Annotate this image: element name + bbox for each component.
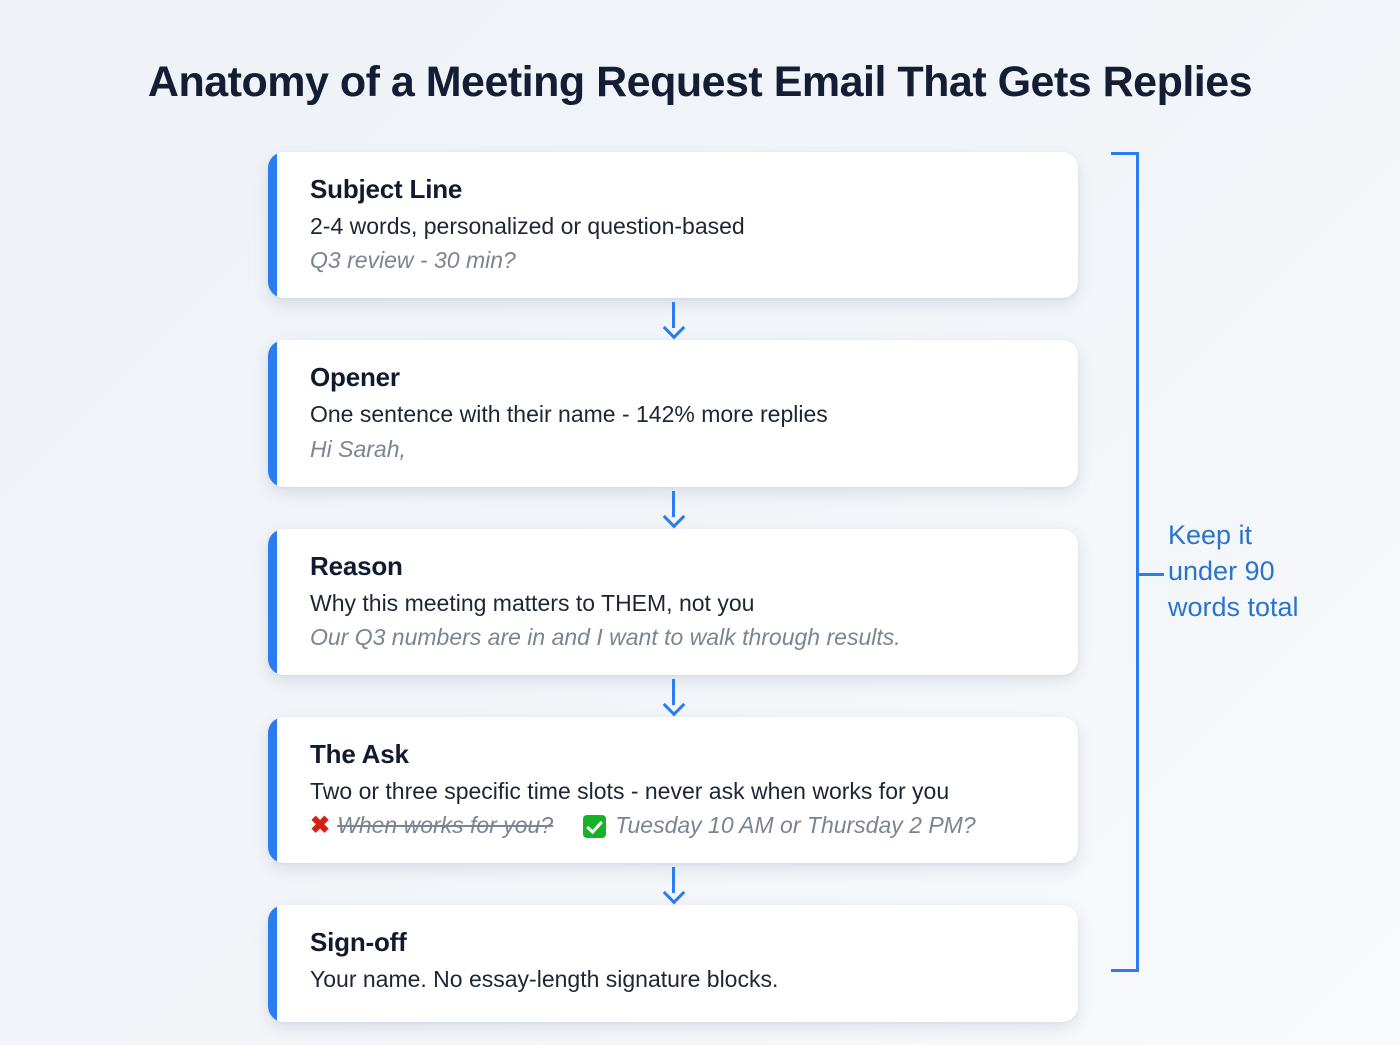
arrow-stem <box>671 490 675 517</box>
arrow-stem <box>671 867 675 894</box>
step-title: Reason <box>310 550 403 581</box>
bad-example-text: When works for you? <box>337 812 554 839</box>
page-title: Anatomy of a Meeting Request Email That … <box>147 58 1253 106</box>
step-example: Our Q3 numbers are in and I want to walk… <box>310 624 901 651</box>
arrow-down-icon <box>268 863 1078 905</box>
step-title: Sign-off <box>310 927 407 958</box>
word-limit-annotation: Keep it under 90 words total <box>1168 518 1378 626</box>
step-card-stack: Subject Line 2-4 words, personalized or … <box>268 152 1078 1022</box>
step-example: Hi Sarah, <box>310 435 406 462</box>
step-title: The Ask <box>310 738 409 769</box>
span-bracket <box>1105 152 1139 972</box>
annotation-line-3: words total <box>1168 591 1299 622</box>
step-description: One sentence with their name - 142% more… <box>310 401 828 428</box>
arrow-down-icon <box>268 487 1078 529</box>
step-description: Two or three specific time slots - never… <box>310 777 950 804</box>
step-example: Q3 review - 30 min? <box>310 247 516 274</box>
step-card-opener: Opener One sentence with their name - 14… <box>268 340 1078 487</box>
arrow-head <box>662 317 686 340</box>
check-mark-icon <box>583 814 607 838</box>
annotation-line-1: Keep it <box>1168 520 1253 550</box>
step-description: Your name. No essay-length signature blo… <box>310 966 779 993</box>
good-example-text: Tuesday 10 AM or Thursday 2 PM? <box>615 812 976 839</box>
arrow-down-icon <box>268 298 1078 340</box>
step-card-subject-line: Subject Line 2-4 words, personalized or … <box>268 152 1078 299</box>
bracket-arm-bottom <box>1111 969 1139 972</box>
arrow-down-icon <box>268 675 1078 717</box>
step-example-comparison: ✖ When works for you? Tuesday 10 AM or T… <box>310 811 1052 841</box>
arrow-head <box>662 505 686 528</box>
step-card-sign-off: Sign-off Your name. No essay-length sign… <box>268 905 1078 1022</box>
arrow-stem <box>671 302 675 329</box>
arrow-head <box>662 693 686 717</box>
annotation-line-2: under 90 <box>1168 555 1275 586</box>
step-title: Opener <box>310 362 400 393</box>
step-description: Why this meeting matters to THEM, not yo… <box>310 589 755 616</box>
step-title: Subject Line <box>310 174 463 204</box>
arrow-head <box>662 881 686 905</box>
step-description: 2-4 words, personalized or question-base… <box>310 213 745 239</box>
arrow-stem <box>671 678 675 705</box>
step-card-reason: Reason Why this meeting matters to THEM,… <box>268 528 1078 675</box>
cross-mark-icon: ✖ <box>310 812 330 840</box>
step-card-the-ask: The Ask Two or three specific time slots… <box>268 716 1078 864</box>
bracket-arm-top <box>1111 152 1139 155</box>
bracket-vertical-line <box>1136 152 1139 972</box>
bracket-tick <box>1138 573 1164 576</box>
